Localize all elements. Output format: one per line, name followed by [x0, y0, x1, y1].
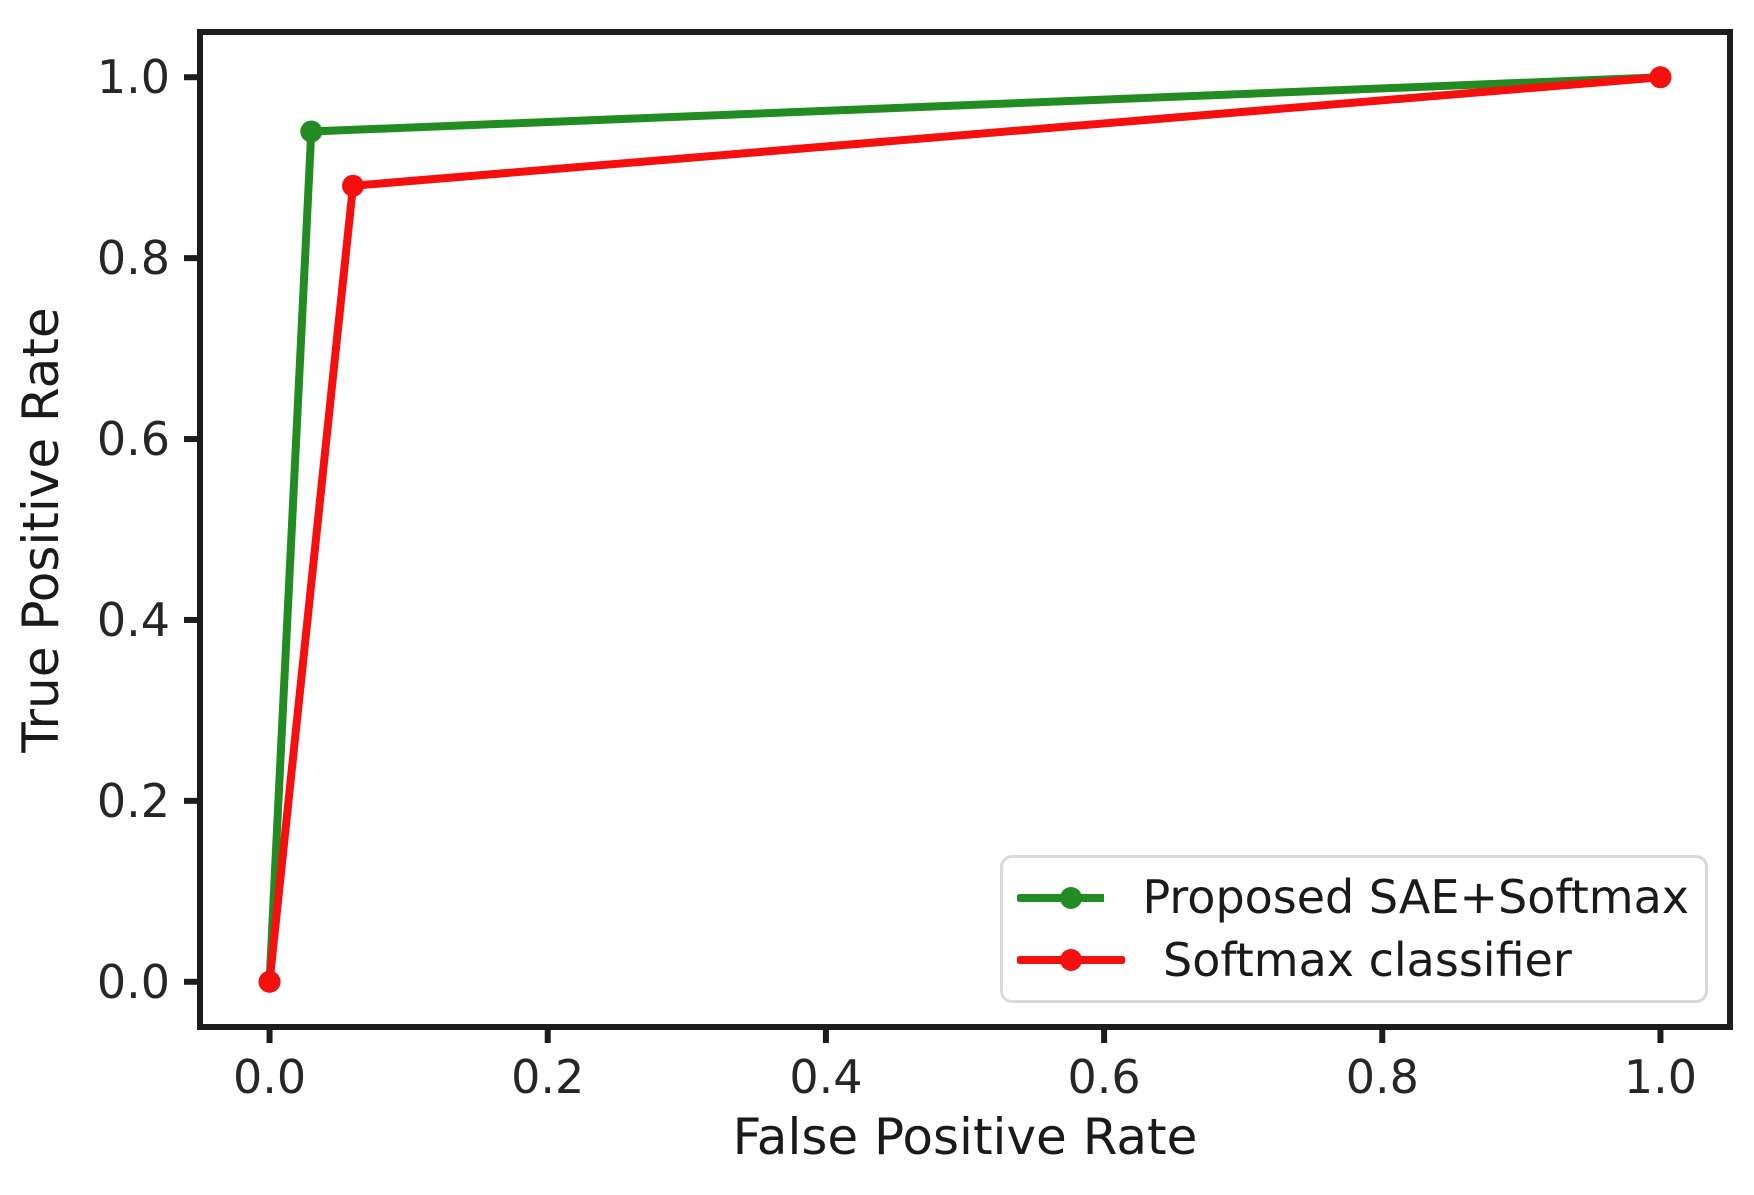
- y-tick-label: 0.6: [96, 412, 170, 467]
- legend-label: Proposed SAE+Softmax: [1142, 870, 1689, 925]
- series-marker-proposed-sae-softmax: [300, 120, 323, 143]
- legend-marker-sample: [1060, 886, 1082, 909]
- series-marker-softmax-classifier: [1649, 66, 1672, 89]
- legend-marker-sample: [1060, 949, 1082, 972]
- x-tick-label: 0.0: [232, 1050, 307, 1104]
- series-line-proposed-sae-softmax: [265, 73, 1665, 986]
- y-axis-label: True Positive Rate: [12, 307, 70, 753]
- y-tick-label: 0.0: [96, 954, 170, 1009]
- series-marker-softmax-classifier: [258, 970, 281, 993]
- legend: Proposed SAE+Softmax Softmax classifier: [1000, 855, 1708, 1003]
- legend-label: Softmax classifier: [1163, 933, 1572, 987]
- y-tick-label: 0.4: [96, 592, 170, 647]
- legend-item-softmax-classifier: Softmax classifier: [1017, 935, 1689, 986]
- x-tick-label: 0.4: [789, 1050, 863, 1104]
- legend-line-icon: [1017, 886, 1105, 909]
- legend-item-proposed-sae-softmax: Proposed SAE+Softmax: [1017, 872, 1689, 923]
- y-tick-label: 0.2: [96, 773, 170, 828]
- x-axis-label: False Positive Rate: [732, 1108, 1198, 1166]
- x-tick-label: 1.0: [1623, 1050, 1698, 1104]
- series-line-softmax-classifier: [265, 73, 1665, 986]
- legend-line-icon: [1017, 949, 1125, 972]
- series-marker-softmax-classifier: [342, 174, 364, 197]
- plot-frame: [197, 29, 1733, 1030]
- x-tick-label: 0.8: [1345, 1050, 1419, 1104]
- x-tick-label: 0.2: [511, 1050, 585, 1104]
- x-tick-label: 0.6: [1067, 1050, 1141, 1104]
- y-tick-label: 0.8: [96, 231, 170, 286]
- y-tick-label: 1.0: [96, 50, 170, 105]
